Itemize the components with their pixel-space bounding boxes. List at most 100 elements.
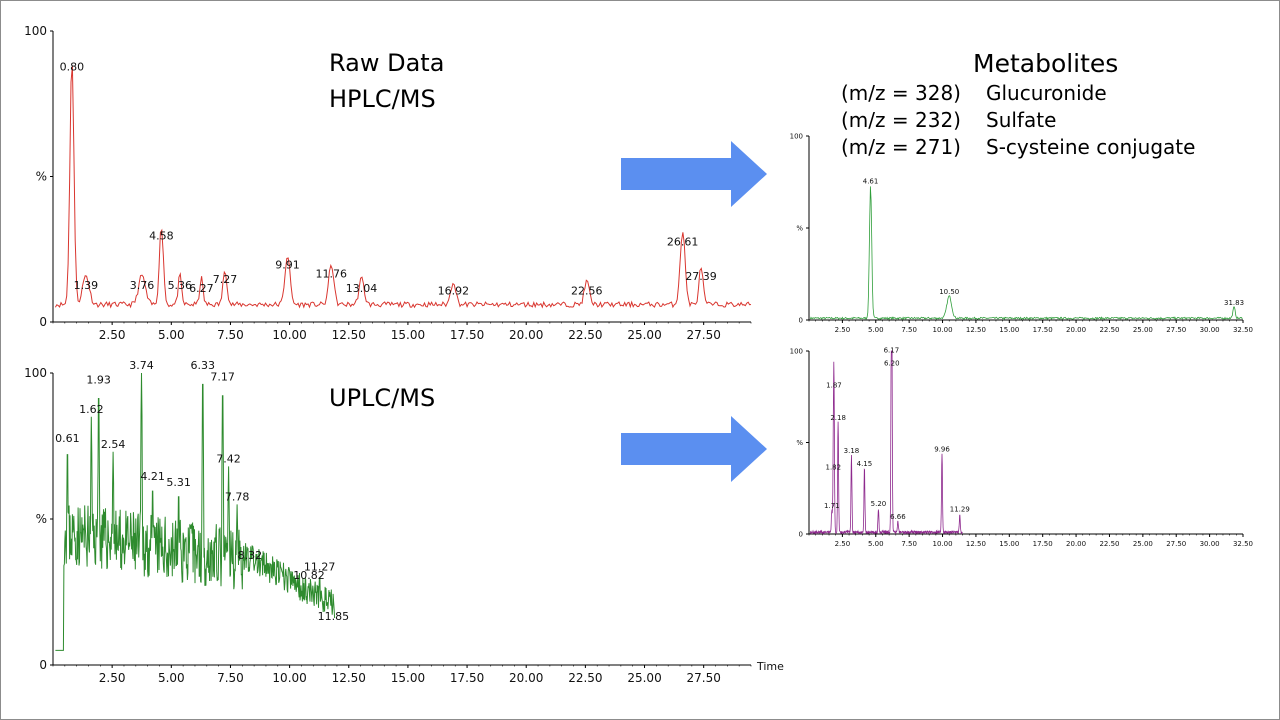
x-tick-label: 20.00 (509, 671, 543, 685)
peak-label: 1.71 (824, 502, 840, 510)
peak-label: 7.78 (225, 490, 250, 503)
peak-label: 9.96 (934, 445, 950, 453)
peak-label: 9.91 (275, 259, 300, 272)
metabolite-mz-3: (m/z = 271) (841, 135, 961, 159)
x-tick-label: 5.00 (158, 328, 185, 342)
x-tick-label: 27.50 (686, 671, 720, 685)
x-tick-label: 10.00 (272, 671, 306, 685)
metabolite-mz-1: (m/z = 328) (841, 81, 961, 105)
hplc-ms-title: HPLC/MS (329, 85, 436, 113)
y-tick-label: 100 (790, 132, 803, 140)
arrow-bottom-shape (621, 416, 767, 482)
peak-label: 1.82 (826, 464, 842, 472)
x-tick-label: 2.50 (835, 326, 851, 334)
x-tick-label: 15.00 (391, 671, 425, 685)
x-tick-label: 15.00 (391, 328, 425, 342)
x-tick-label: 17.50 (1033, 540, 1053, 548)
peak-label: 26.61 (667, 235, 699, 248)
peak-label: 1.39 (74, 279, 99, 292)
x-tick-label: 25.00 (627, 328, 661, 342)
arrow-right-icon (621, 416, 767, 482)
x-tick-label: 32.50 (1233, 540, 1253, 548)
x-tick-label: 25.00 (1133, 540, 1153, 548)
peak-label: 3.76 (130, 279, 155, 292)
x-tick-label: 7.50 (901, 540, 917, 548)
peak-label: 6.33 (191, 359, 216, 372)
peak-label: 13.04 (346, 282, 378, 295)
x-tick-label: 7.50 (217, 328, 244, 342)
metabolite-name-3: S-cysteine conjugate (986, 135, 1196, 159)
x-tick-label: 10.00 (272, 328, 306, 342)
peak-label: 10.50 (939, 288, 959, 296)
y-tick-label: % (36, 170, 47, 184)
y-tick-label: % (36, 512, 47, 526)
y-tick-label: 0 (39, 315, 47, 329)
x-tick-label: 10.00 (933, 540, 953, 548)
metabolite-name-1: Glucuronide (986, 81, 1107, 105)
peak-label: 27.39 (685, 270, 717, 283)
x-tick-label: 22.50 (568, 328, 602, 342)
peak-label: 11.76 (316, 267, 348, 280)
peak-label: 6.20 (884, 359, 900, 367)
peak-label: 31.83 (1224, 299, 1244, 307)
x-tick-label: 20.00 (509, 328, 543, 342)
y-tick-label: 100 (24, 366, 47, 380)
x-tick-label: 27.50 (1166, 540, 1186, 548)
peak-label: 6.66 (890, 513, 906, 521)
y-tick-label: 0 (39, 658, 47, 672)
peak-label: 7.27 (213, 273, 238, 286)
uplc-ms-title: UPLC/MS (329, 384, 436, 412)
metabolites-title: Metabolites (973, 49, 1119, 78)
x-tick-label: 22.50 (568, 671, 602, 685)
x-tick-label: 10.00 (933, 326, 953, 334)
x-tick-label: 30.00 (1200, 540, 1220, 548)
x-tick-label: 32.50 (1233, 326, 1253, 334)
peak-label: 11.85 (318, 610, 350, 623)
signal-trace (809, 186, 1243, 321)
x-tick-label: 5.00 (868, 540, 884, 548)
peak-label: 22.56 (571, 285, 603, 298)
metabolites-chromatogram-top: 0% 100 2.50 5.00 7.50 10.00 12.50 15.00 17.50 20.… (790, 132, 1253, 334)
y-tick-label: 0 (799, 316, 803, 324)
x-tick-label: 15.00 (999, 540, 1019, 548)
x-tick-label: 20.00 (1066, 540, 1086, 548)
peak-label: 1.87 (826, 381, 842, 389)
signal-trace (54, 65, 752, 309)
peak-label: 1.62 (79, 403, 104, 416)
peak-label: 0.61 (55, 432, 80, 445)
peak-label: 1.93 (86, 374, 111, 387)
peak-label: 10.82 (293, 569, 325, 582)
peak-label: 7.17 (210, 371, 235, 384)
x-tick-label: 12.50 (966, 540, 986, 548)
peak-label: 6.17 (884, 346, 900, 354)
peak-label: 2.54 (101, 438, 126, 451)
peak-label: 5.20 (871, 500, 887, 508)
x-tick-label: 25.00 (627, 671, 661, 685)
x-tick-label: 12.50 (332, 328, 366, 342)
peak-label: 7.42 (216, 452, 241, 465)
peak-label: 3.74 (129, 359, 154, 372)
peak-label: 16.92 (438, 285, 470, 298)
metabolite-mz-2: (m/z = 232) (841, 108, 961, 132)
peak-label: 2.18 (830, 414, 846, 422)
x-tick-label: 5.00 (868, 326, 884, 334)
x-tick-label: 20.00 (1066, 326, 1086, 334)
peak-label: 4.58 (149, 229, 174, 242)
x-tick-label: 2.50 (99, 328, 126, 342)
peak-label: 11.29 (950, 506, 970, 514)
x-tick-label: 7.50 (901, 326, 917, 334)
x-tick-label: 5.00 (158, 671, 185, 685)
x-axis-label: Time (756, 660, 784, 673)
signal-trace (809, 350, 963, 535)
peak-label: 4.15 (857, 460, 873, 468)
y-tick-label: 0 (799, 530, 803, 538)
signal-trace (55, 372, 336, 651)
y-tick-label: % (796, 224, 803, 232)
peak-label: 0.80 (60, 61, 85, 74)
x-tick-label: 17.50 (450, 328, 484, 342)
y-tick-label: 100 (790, 347, 803, 355)
peak-label: 3.18 (844, 447, 860, 455)
x-tick-label: 30.00 (1200, 326, 1220, 334)
x-tick-label: 12.50 (332, 671, 366, 685)
